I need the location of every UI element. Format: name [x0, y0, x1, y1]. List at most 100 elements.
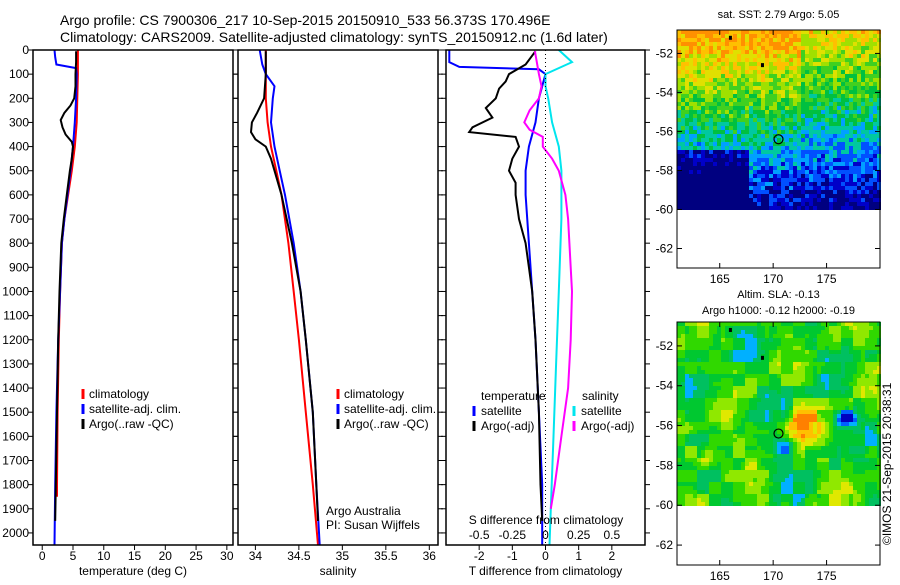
- heatmap-cell: [813, 422, 817, 426]
- heatmap-cell: [793, 450, 797, 454]
- heatmap-cell: [713, 46, 717, 50]
- heatmap-cell: [813, 206, 817, 210]
- heatmap-cell: [817, 470, 821, 474]
- heatmap-cell: [749, 62, 753, 66]
- heatmap-cell: [845, 466, 849, 470]
- heatmap-cell: [817, 374, 821, 378]
- heatmap-cell: [689, 114, 693, 118]
- y-tick-label: -56: [656, 124, 674, 138]
- heatmap-cell: [725, 42, 729, 46]
- heatmap-cell: [769, 446, 773, 450]
- heatmap-cell: [677, 66, 681, 70]
- heatmap-cell: [757, 74, 761, 78]
- heatmap-cell: [737, 374, 741, 378]
- heatmap-cell: [789, 478, 793, 482]
- heatmap-cell: [833, 126, 837, 130]
- heatmap-cell: [773, 486, 777, 490]
- heatmap-cell: [873, 482, 877, 486]
- heatmap-cell: [773, 118, 777, 122]
- heatmap-cell: [849, 390, 853, 394]
- heatmap-cell: [693, 326, 697, 330]
- heatmap-cell: [713, 446, 717, 450]
- heatmap-cell: [853, 386, 857, 390]
- heatmap-cell: [685, 426, 689, 430]
- heatmap-cell: [785, 410, 789, 414]
- heatmap-cell: [861, 90, 865, 94]
- y-tick-label: 800: [9, 236, 29, 250]
- heatmap-cell: [789, 398, 793, 402]
- heatmap-cell: [757, 502, 761, 506]
- heatmap-cell: [849, 146, 853, 150]
- heatmap-cell: [853, 190, 857, 194]
- heatmap-cell: [797, 330, 801, 334]
- annotation-text: PI: Susan Wijffels: [326, 518, 420, 532]
- heatmap-cell: [797, 174, 801, 178]
- heatmap-cell: [781, 58, 785, 62]
- heatmap-cell: [849, 354, 853, 358]
- heatmap-cell: [849, 490, 853, 494]
- heatmap-cell: [757, 182, 761, 186]
- heatmap-cell: [849, 430, 853, 434]
- heatmap-cell: [733, 362, 737, 366]
- heatmap-cell: [813, 54, 817, 58]
- heatmap-cell: [829, 186, 833, 190]
- heatmap-cell: [677, 378, 681, 382]
- heatmap-cell: [809, 370, 813, 374]
- heatmap-cell: [741, 98, 745, 102]
- heatmap-cell: [753, 86, 757, 90]
- heatmap-cell: [721, 398, 725, 402]
- heatmap-cell: [757, 66, 761, 70]
- heatmap-cell: [701, 54, 705, 58]
- heatmap-cell: [781, 38, 785, 42]
- heatmap-cell: [829, 146, 833, 150]
- heatmap-cell: [797, 50, 801, 54]
- heatmap-cell: [793, 66, 797, 70]
- heatmap-cell: [809, 94, 813, 98]
- heatmap-cell: [849, 154, 853, 158]
- heatmap-cell: [845, 38, 849, 42]
- heatmap-cell: [793, 342, 797, 346]
- heatmap-cell: [681, 162, 685, 166]
- heatmap-cell: [857, 498, 861, 502]
- heatmap-cell: [853, 70, 857, 74]
- heatmap-cell: [853, 482, 857, 486]
- heatmap-cell: [717, 330, 721, 334]
- heatmap-cell: [873, 78, 877, 82]
- heatmap-cell: [769, 454, 773, 458]
- heatmap-cell: [849, 422, 853, 426]
- heatmap-cell: [741, 50, 745, 54]
- heatmap-cell: [805, 414, 809, 418]
- heatmap-cell: [853, 378, 857, 382]
- heatmap-cell: [753, 58, 757, 62]
- x-tick-label: 0: [39, 549, 46, 563]
- heatmap-cell: [749, 446, 753, 450]
- heatmap-cell: [805, 338, 809, 342]
- heatmap-cell: [869, 78, 873, 82]
- heatmap-cell: [753, 174, 757, 178]
- heatmap-cell: [877, 442, 881, 446]
- heatmap-cell: [873, 62, 877, 66]
- heatmap-cell: [689, 198, 693, 202]
- heatmap-cell: [689, 34, 693, 38]
- heatmap-cell: [865, 122, 869, 126]
- heatmap-cell: [817, 454, 821, 458]
- heatmap-cell: [721, 146, 725, 150]
- heatmap-cell: [725, 342, 729, 346]
- heatmap-cell: [869, 42, 873, 46]
- heatmap-cell: [705, 370, 709, 374]
- heatmap-cell: [797, 114, 801, 118]
- heatmap-cell: [845, 186, 849, 190]
- heatmap-cell: [805, 398, 809, 402]
- heatmap-cell: [801, 326, 805, 330]
- heatmap-cell: [773, 442, 777, 446]
- heatmap-cell: [733, 150, 737, 154]
- heatmap-cell: [757, 446, 761, 450]
- heatmap-cell: [813, 426, 817, 430]
- heatmap-cell: [777, 442, 781, 446]
- heatmap-cell: [721, 78, 725, 82]
- heatmap-cell: [689, 358, 693, 362]
- heatmap-cell: [733, 390, 737, 394]
- heatmap-cell: [853, 82, 857, 86]
- heatmap-cell: [777, 58, 781, 62]
- heatmap-cell: [689, 166, 693, 170]
